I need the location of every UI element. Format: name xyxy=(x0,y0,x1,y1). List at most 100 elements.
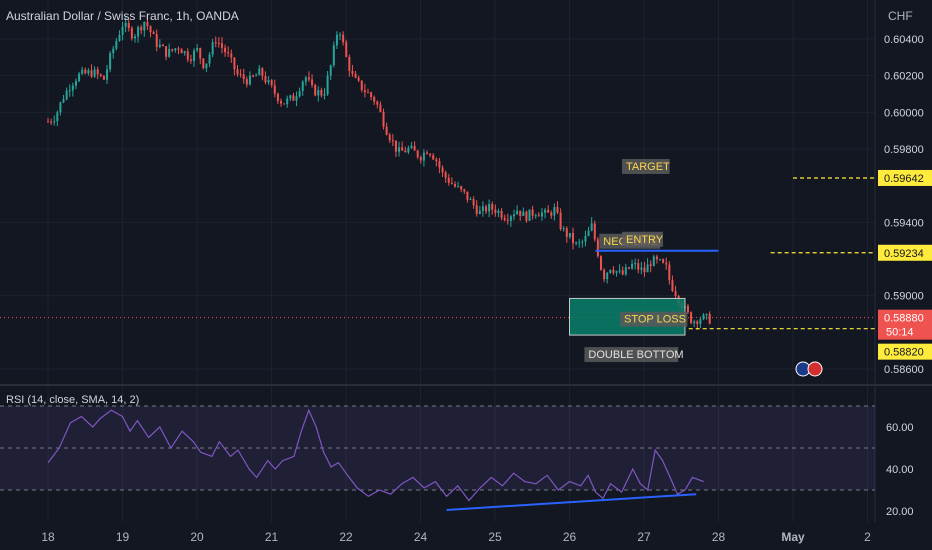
candle-body xyxy=(329,65,332,76)
candle-body xyxy=(283,103,286,105)
candle-body xyxy=(429,154,432,156)
candle-body xyxy=(143,21,146,31)
candle-body xyxy=(631,263,634,269)
price-tick-label: 0.60400 xyxy=(884,34,924,46)
candle-body xyxy=(460,186,463,190)
stop-loss-label[interactable]: STOP LOSS xyxy=(624,314,686,326)
candle-body xyxy=(326,75,329,95)
candle-body xyxy=(133,36,136,39)
candle-body xyxy=(391,140,394,142)
rsi-pane: 60.00 40.00 20.00 xyxy=(0,405,914,518)
candle-body xyxy=(99,74,102,76)
candle-body xyxy=(286,98,289,105)
candle-body xyxy=(497,210,500,214)
candle-body xyxy=(109,53,112,70)
candle-body xyxy=(202,58,205,69)
candle-body xyxy=(659,259,662,261)
candle-body xyxy=(519,210,522,217)
stop-price-tag-text: 0.58820 xyxy=(884,347,924,359)
candle-body xyxy=(168,49,171,57)
candle-body xyxy=(161,44,164,47)
time-axis: 18192021222425262728May23 xyxy=(41,530,871,544)
candle-body xyxy=(292,95,295,101)
entry-label[interactable]: ENTRY xyxy=(626,234,664,246)
candle-body xyxy=(603,269,606,280)
countdown-text: 50:14 xyxy=(886,327,914,339)
candle-body xyxy=(87,70,90,74)
candle-body xyxy=(413,145,416,151)
time-tick-label: 24 xyxy=(414,530,428,544)
candle-body xyxy=(245,79,248,85)
candle-body xyxy=(62,99,65,103)
candle-body xyxy=(556,207,559,213)
candle-body xyxy=(124,22,127,27)
candle-body xyxy=(708,314,711,324)
candle-body xyxy=(441,167,444,173)
candle-body xyxy=(248,75,251,85)
target-price-tag-text: 0.59642 xyxy=(884,173,924,185)
candle-body xyxy=(705,314,708,316)
stop-loss-label-bg xyxy=(620,311,688,327)
candle-body xyxy=(81,69,84,74)
candle-body xyxy=(158,44,161,47)
candle-body xyxy=(65,90,68,100)
symbol-title[interactable]: Australian Dollar / Swiss Franc, 1h, OAN… xyxy=(6,9,239,23)
candle-body xyxy=(220,43,223,48)
candle-body xyxy=(562,228,565,230)
candle-body xyxy=(239,74,242,76)
candle-body xyxy=(572,232,575,244)
candle-body xyxy=(261,68,264,77)
candle-body xyxy=(345,42,348,57)
candle-body xyxy=(540,212,543,217)
candle-body xyxy=(360,80,363,91)
candle-body xyxy=(96,69,99,75)
candle-body xyxy=(357,77,360,81)
candle-body xyxy=(385,126,388,135)
candle-body xyxy=(118,34,121,41)
candle-body xyxy=(165,46,168,57)
candle-body xyxy=(422,152,425,161)
candle-body xyxy=(444,172,447,178)
candle-body xyxy=(503,217,506,220)
candle-body xyxy=(102,75,105,80)
candle-body xyxy=(575,242,578,244)
candle-body xyxy=(370,92,373,98)
candle-body xyxy=(155,33,158,47)
candle-body xyxy=(149,26,152,33)
candle-body xyxy=(674,290,677,296)
chf-flag-icon[interactable] xyxy=(807,361,823,377)
candle-body xyxy=(230,53,233,58)
rsi-title[interactable]: RSI (14, close, SMA, 14, 2) xyxy=(6,394,140,406)
candle-body xyxy=(320,89,323,96)
candle-body xyxy=(348,56,351,71)
rsi-tick-label: 40.00 xyxy=(886,464,914,476)
candle-body xyxy=(183,51,186,54)
candle-body xyxy=(481,206,484,211)
candle-body xyxy=(544,209,547,213)
candle-body xyxy=(621,270,624,275)
candle-body xyxy=(587,230,590,237)
target-label[interactable]: TARGET xyxy=(626,161,670,173)
candle-body xyxy=(366,92,369,94)
time-tick-label: 2 xyxy=(864,530,871,544)
candle-body xyxy=(217,43,220,45)
candle-body xyxy=(416,150,419,158)
candle-body xyxy=(273,85,276,94)
candle-body xyxy=(596,239,599,257)
double-bottom-label[interactable]: DOUBLE BOTTOM xyxy=(588,349,683,361)
rsi-divergence-line[interactable] xyxy=(446,493,697,511)
entry-price-tag xyxy=(878,244,932,261)
candle-body xyxy=(512,214,515,217)
candle-body xyxy=(469,199,472,201)
time-tick-label: 28 xyxy=(712,530,726,544)
candle-body xyxy=(112,48,115,54)
candle-body xyxy=(270,80,273,86)
candlestick-series xyxy=(47,16,711,331)
candle-body xyxy=(699,319,702,324)
candle-body xyxy=(553,207,556,216)
candle-body xyxy=(317,89,320,96)
candle-body xyxy=(690,312,693,324)
candle-body xyxy=(491,203,494,210)
candle-body xyxy=(609,269,612,273)
